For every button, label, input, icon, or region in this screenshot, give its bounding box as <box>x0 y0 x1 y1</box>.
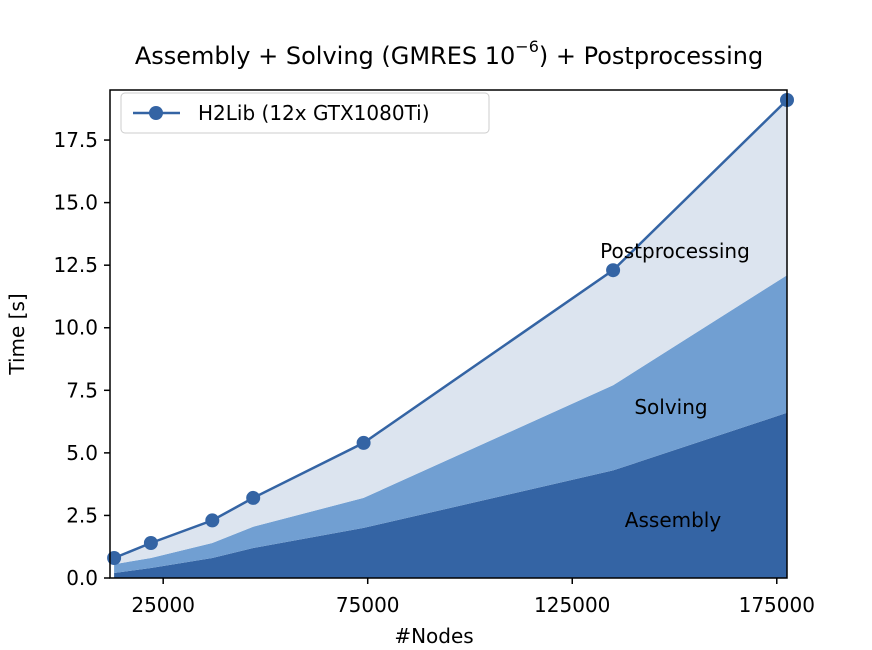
y-tick-label: 7.5 <box>66 378 98 402</box>
stacked-areas <box>114 100 788 578</box>
plot-frame <box>109 89 788 579</box>
y-tick-label: 12.5 <box>53 253 98 277</box>
data-point <box>246 490 261 505</box>
total-line-series <box>107 93 794 565</box>
data-point <box>107 551 122 565</box>
y-tick-label: 15.0 <box>53 191 98 215</box>
y-tick-label: 2.5 <box>66 503 98 527</box>
legend-marker-swatch <box>149 106 163 120</box>
title-tail: ) + Postprocessing <box>539 42 763 70</box>
annotation-assembly: Assembly <box>625 508 722 532</box>
y-tick-label: 10.0 <box>53 316 98 340</box>
y-tick-label: 17.5 <box>53 128 98 152</box>
x-axis-ticks: 25000 75000 125000 175000 <box>131 578 815 617</box>
y-tick-label: 5.0 <box>66 441 98 465</box>
title-superscript: −6 <box>515 37 539 56</box>
title-main: Assembly + Solving (GMRES 10 <box>135 42 515 70</box>
data-point <box>606 263 621 278</box>
x-tick-label: 125000 <box>534 593 610 617</box>
annotation-postprocessing: Postprocessing <box>600 239 750 263</box>
data-point <box>356 435 371 450</box>
data-point <box>143 536 158 550</box>
annotation-solving: Solving <box>634 395 707 419</box>
y-axis-label: Time [s] <box>5 293 29 375</box>
legend-box <box>120 92 490 134</box>
x-tick-label: 75000 <box>336 593 400 617</box>
legend: H2Lib (12x GTX1080Ti) <box>120 92 490 134</box>
chart-title: Assembly + Solving (GMRES 10−6) + Postpr… <box>135 37 763 70</box>
legend-label: H2Lib (12x GTX1080Ti) <box>198 101 430 125</box>
x-tick-label: 25000 <box>131 593 195 617</box>
data-point <box>205 513 220 528</box>
y-tick-label: 0.0 <box>66 566 98 590</box>
area-solving <box>114 275 788 573</box>
area-assembly <box>114 412 788 578</box>
x-axis-label: #Nodes <box>394 624 473 648</box>
x-tick-label: 175000 <box>739 593 815 617</box>
y-axis-ticks: 0.0 2.5 5.0 7.5 10.0 12.5 15.0 17.5 <box>53 128 110 590</box>
area-postprocessing <box>114 100 788 565</box>
